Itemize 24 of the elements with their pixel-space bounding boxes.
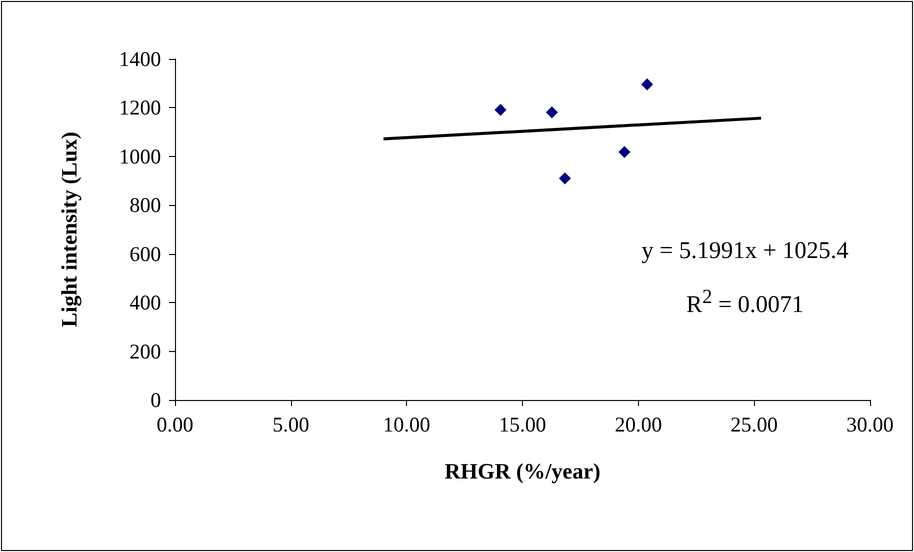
y-tick-label: 200 bbox=[130, 339, 161, 364]
y-tick-label: 800 bbox=[130, 193, 161, 218]
point bbox=[558, 172, 571, 184]
annotation: R$^{2}$ = 0.0071 bbox=[685, 285, 805, 320]
y-tick-label: 400 bbox=[130, 290, 161, 315]
y-axis-title: Light intensity (Lux) bbox=[56, 132, 82, 328]
x-tick-label: 20.00 bbox=[614, 412, 662, 436]
y-tick-label: 1000 bbox=[119, 144, 161, 168]
annotation: y = 5.1991x + 1025.4 bbox=[640, 237, 850, 266]
y-tick-label: 1400 bbox=[119, 47, 161, 71]
x-tick-label: 5.00 bbox=[272, 412, 310, 436]
y-tick-label: 0 bbox=[150, 388, 161, 412]
x-tick-label: 10.00 bbox=[383, 412, 430, 436]
y-tick-label: 1200 bbox=[119, 96, 161, 120]
x-tick-label: 0.00 bbox=[156, 412, 194, 436]
y-tick-label: 600 bbox=[130, 242, 161, 266]
point bbox=[494, 104, 506, 116]
point bbox=[641, 78, 654, 90]
x-tick-label: 25.00 bbox=[730, 412, 778, 436]
point bbox=[546, 106, 558, 118]
x-axis-title: RHGR (%/year) bbox=[444, 458, 600, 484]
point bbox=[618, 146, 630, 158]
x-tick-label: 30.00 bbox=[846, 412, 894, 436]
x-tick-label: 15.00 bbox=[498, 412, 546, 436]
